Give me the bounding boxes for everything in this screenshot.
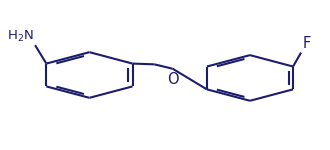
Text: F: F <box>303 36 311 51</box>
Text: H$_2$N: H$_2$N <box>7 29 34 44</box>
Text: O: O <box>167 72 179 87</box>
